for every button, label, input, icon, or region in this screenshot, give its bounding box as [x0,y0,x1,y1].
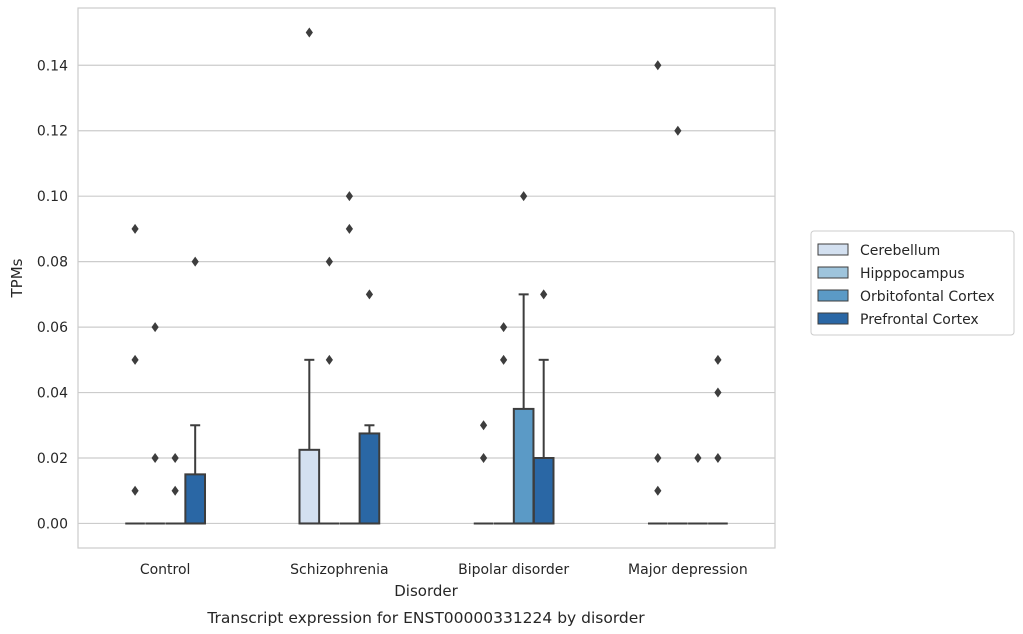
x-ticks: Control Schizophrenia Bipolar disorder Majo… [140,562,748,578]
outlier-point [151,322,159,333]
legend-swatch [817,243,849,256]
outlier-point [171,485,179,496]
outlier-point [654,485,662,496]
outlier-point [131,223,139,234]
x-tick-label: Schizophrenia [290,562,388,578]
outlier-point [131,354,139,365]
outlier-point [345,223,353,234]
box [512,407,535,525]
boxes [125,27,728,525]
y-tick-label: 0.06 [37,320,68,336]
legend-frame [810,230,1015,336]
outlier-point [479,420,488,431]
legend-label: Cerebellum [860,243,940,259]
outlier-point [654,60,662,71]
outlier-point [325,256,333,267]
outlier-point [540,289,548,300]
box [358,432,381,525]
y-tick-label: 0.04 [37,386,68,402]
x-tick-label: Major depression [628,562,748,578]
outlier-point [500,354,508,365]
box [298,448,321,525]
y-ticks: 0.00 0.02 0.04 0.06 0.08 0.10 0.12 0.14 [37,58,68,532]
outlier-point [131,485,139,496]
legend-label: Hipppocampus [860,266,965,282]
plot-frame [77,7,776,549]
outlier-point [191,256,199,267]
outlier-point [654,453,662,463]
y-axis-label: TPMs [8,258,26,298]
legend-label: Prefrontal Cortex [860,312,979,328]
outlier-point [345,191,353,202]
box [184,473,207,525]
legend-swatch [817,312,849,325]
chart-caption: Transcript expression for ENST0000033122… [206,609,645,627]
y-tick-label: 0.00 [37,516,68,532]
outlier-point [305,27,313,38]
x-tick-label: Control [140,562,191,578]
outlier-point [520,191,528,202]
x-axis-label: Disorder [394,582,458,600]
outlier-point [151,453,159,463]
y-tick-label: 0.10 [37,189,68,205]
legend-label: Orbitofontal Cortex [860,289,995,305]
x-tick-label: Bipolar disorder [458,562,569,578]
y-tick-label: 0.14 [37,58,68,74]
y-tick-label: 0.08 [37,255,68,271]
legend-swatch [817,266,849,279]
y-tick-label: 0.12 [37,124,68,140]
outlier-point [500,322,508,333]
box [532,457,555,525]
outlier-point [714,354,722,365]
legend-swatch [817,289,849,302]
outlier-point [479,453,488,463]
outlier-point [674,125,682,136]
outlier-point [365,289,374,300]
legend: Cerebellum Hipppocampus Orbitofontal Corte… [810,230,1015,336]
outlier-point [694,453,702,463]
y-tick-label: 0.02 [37,451,68,467]
outlier-point [325,354,333,365]
outlier-point [714,453,722,463]
outlier-point [714,387,722,398]
outlier-point [171,453,179,463]
